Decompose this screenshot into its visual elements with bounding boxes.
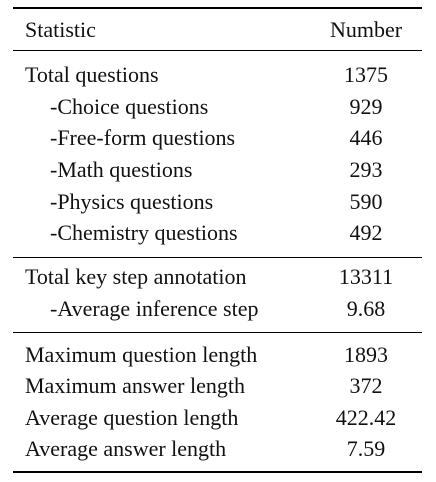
header-number: Number <box>329 17 403 42</box>
row-value: 7.59 <box>346 436 386 461</box>
row-label: Average answer length <box>25 436 227 461</box>
header-row: Statistic Number <box>13 15 422 45</box>
table-row: Maximum question length 1893 <box>13 340 422 370</box>
table-row: -Chemistry questions 492 <box>13 218 422 248</box>
row-label: Total key step annotation <box>25 264 247 289</box>
table-row: Total key step annotation 13311 <box>13 262 422 292</box>
row-value: 446 <box>349 125 383 150</box>
statistics-table: Statistic Number Total questions 1375 -C… <box>13 0 422 482</box>
section-rule <box>13 332 422 333</box>
row-label: -Math questions <box>50 157 193 182</box>
row-value: 13311 <box>338 264 394 289</box>
header-rule <box>13 50 422 51</box>
row-value: 492 <box>349 220 383 245</box>
row-label: Maximum question length <box>25 342 258 367</box>
row-value: 9.68 <box>346 296 386 321</box>
row-label: -Choice questions <box>50 94 209 119</box>
row-label: Total questions <box>25 62 159 87</box>
row-value: 1375 <box>344 62 388 87</box>
row-label: -Chemistry questions <box>50 220 238 245</box>
row-value: 590 <box>349 189 383 214</box>
row-label: -Physics questions <box>50 189 214 214</box>
table-row: -Free-form questions 446 <box>13 123 422 153</box>
row-value: 293 <box>349 157 383 182</box>
row-value: 1893 <box>344 342 388 367</box>
table-row: Average question length 422.42 <box>13 403 422 433</box>
bottom-rule <box>13 471 422 473</box>
table-row: Average answer length 7.59 <box>13 434 422 464</box>
table-row: -Math questions 293 <box>13 155 422 185</box>
row-value: 372 <box>349 373 383 398</box>
section-rule <box>13 257 422 258</box>
table-row: Maximum answer length 372 <box>13 371 422 401</box>
header-statistic: Statistic <box>25 17 96 42</box>
table-row: -Average inference step 9.68 <box>13 294 422 324</box>
table-row: -Physics questions 590 <box>13 187 422 217</box>
row-label: -Average inference step <box>50 296 259 321</box>
row-value: 929 <box>349 94 383 119</box>
top-rule <box>13 7 422 9</box>
row-value: 422.42 <box>335 405 397 430</box>
table-row: Total questions 1375 <box>13 60 422 90</box>
row-label: Maximum answer length <box>25 373 245 398</box>
row-label: Average question length <box>25 405 239 430</box>
row-label: -Free-form questions <box>50 125 236 150</box>
table-row: -Choice questions 929 <box>13 92 422 122</box>
